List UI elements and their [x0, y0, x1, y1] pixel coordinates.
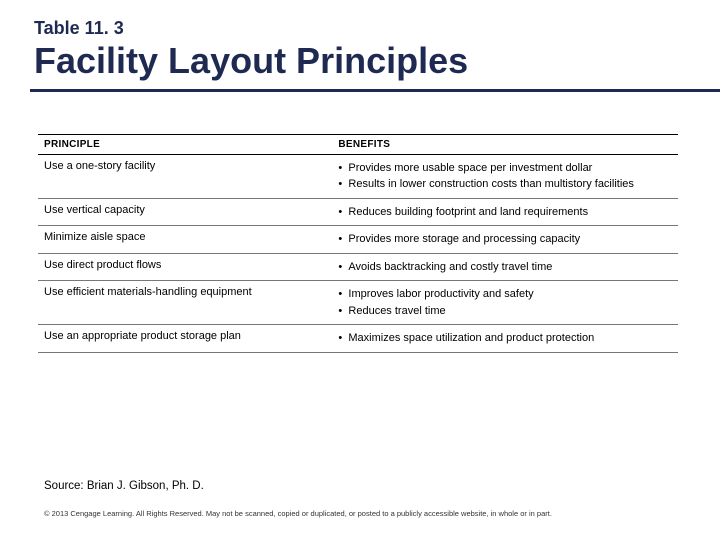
benefit-item: Provides more storage and processing cap… [338, 231, 672, 248]
table-row: Minimize aisle space Provides more storag… [38, 226, 678, 254]
benefits-cell: Improves labor productivity and safetyRe… [332, 281, 678, 325]
principle-cell: Use direct product flows [38, 253, 332, 281]
principle-cell: Use efficient materials-handling equipme… [38, 281, 332, 325]
title-rule [30, 89, 720, 92]
copyright-line: © 2013 Cengage Learning. All Rights Rese… [44, 509, 684, 518]
table-row: Use a one-story facility Provides more us… [38, 154, 678, 198]
table-row: Use vertical capacity Reduces building fo… [38, 198, 678, 226]
benefits-cell: Avoids backtracking and costly travel ti… [332, 253, 678, 281]
benefits-cell: Provides more storage and processing cap… [332, 226, 678, 254]
benefit-item: Reduces travel time [338, 303, 672, 320]
col-benefits: BENEFITS [332, 134, 678, 154]
principle-cell: Minimize aisle space [38, 226, 332, 254]
slide: Table 11. 3 Facility Layout Principles P… [0, 0, 720, 540]
benefits-list: Provides more storage and processing cap… [338, 231, 672, 248]
benefits-cell: Provides more usable space per investmen… [332, 154, 678, 198]
benefit-item: Improves labor productivity and safety [338, 286, 672, 303]
table-label: Table 11. 3 [34, 18, 686, 39]
source-line: Source: Brian J. Gibson, Ph. D. [44, 480, 204, 492]
benefits-list: Reduces building footprint and land requ… [338, 204, 672, 221]
principle-cell: Use an appropriate product storage plan [38, 325, 332, 353]
benefits-list: Avoids backtracking and costly travel ti… [338, 259, 672, 276]
benefit-item: Reduces building footprint and land requ… [338, 204, 672, 221]
benefit-item: Provides more usable space per investmen… [338, 160, 672, 177]
benefit-item: Avoids backtracking and costly travel ti… [338, 259, 672, 276]
principle-cell: Use a one-story facility [38, 154, 332, 198]
benefits-list: Improves labor productivity and safetyRe… [338, 286, 672, 319]
benefits-cell: Maximizes space utilization and product … [332, 325, 678, 353]
table-row: Use an appropriate product storage plan M… [38, 325, 678, 353]
benefits-list: Maximizes space utilization and product … [338, 330, 672, 347]
page-title: Facility Layout Principles [34, 41, 686, 87]
col-principle: PRINCIPLE [38, 134, 332, 154]
principle-cell: Use vertical capacity [38, 198, 332, 226]
table-row: Use direct product flows Avoids backtrack… [38, 253, 678, 281]
benefit-item: Maximizes space utilization and product … [338, 330, 672, 347]
benefits-cell: Reduces building footprint and land requ… [332, 198, 678, 226]
principles-table: PRINCIPLE BENEFITS Use a one-story facil… [38, 134, 678, 353]
table-row: Use efficient materials-handling equipme… [38, 281, 678, 325]
table-header-row: PRINCIPLE BENEFITS [38, 134, 678, 154]
table-body: Use a one-story facility Provides more us… [38, 154, 678, 352]
benefits-list: Provides more usable space per investmen… [338, 160, 672, 193]
benefit-item: Results in lower construction costs than… [338, 176, 672, 193]
